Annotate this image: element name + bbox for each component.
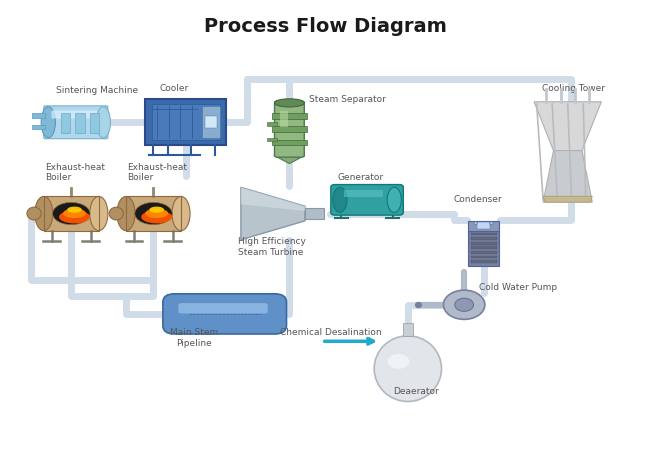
Ellipse shape xyxy=(53,202,90,224)
FancyBboxPatch shape xyxy=(274,101,304,157)
Ellipse shape xyxy=(117,196,135,230)
Ellipse shape xyxy=(96,107,110,138)
Bar xyxy=(280,111,289,127)
Text: Deaerator: Deaerator xyxy=(393,387,439,396)
Polygon shape xyxy=(241,187,305,211)
Circle shape xyxy=(455,298,473,311)
Bar xyxy=(305,208,324,219)
Ellipse shape xyxy=(150,207,164,213)
Text: Process Flow Diagram: Process Flow Diagram xyxy=(203,17,447,36)
Bar xyxy=(126,196,181,230)
Polygon shape xyxy=(543,196,592,202)
Bar xyxy=(477,222,490,229)
Text: Exhaust-heat
Boiler: Exhaust-heat Boiler xyxy=(46,163,105,182)
Bar xyxy=(61,113,70,133)
Bar xyxy=(471,246,497,249)
FancyBboxPatch shape xyxy=(331,185,403,215)
Polygon shape xyxy=(543,151,592,202)
Circle shape xyxy=(474,222,478,224)
Text: Cold Water Pump: Cold Water Pump xyxy=(479,283,557,292)
Bar xyxy=(267,138,277,141)
Bar xyxy=(272,113,307,119)
Ellipse shape xyxy=(141,211,172,224)
Bar xyxy=(32,113,45,118)
Bar xyxy=(468,231,499,266)
Polygon shape xyxy=(241,187,305,240)
Bar xyxy=(471,237,497,240)
Ellipse shape xyxy=(374,336,441,402)
Ellipse shape xyxy=(387,354,410,369)
Ellipse shape xyxy=(41,107,55,138)
Ellipse shape xyxy=(274,99,304,107)
Bar xyxy=(32,124,45,129)
FancyBboxPatch shape xyxy=(163,294,287,334)
Text: Cooler: Cooler xyxy=(160,84,189,93)
Ellipse shape xyxy=(387,187,401,213)
Bar xyxy=(90,113,99,133)
Bar xyxy=(272,140,307,145)
Bar xyxy=(205,117,216,128)
Bar xyxy=(471,251,497,254)
Bar xyxy=(44,196,99,230)
Text: Main Stem
Pipeline: Main Stem Pipeline xyxy=(170,328,218,348)
Circle shape xyxy=(489,222,493,224)
Text: Generator: Generator xyxy=(338,173,384,181)
Text: Exhaust-heat
Boiler: Exhaust-heat Boiler xyxy=(127,163,188,182)
Ellipse shape xyxy=(59,211,90,224)
Bar xyxy=(44,196,99,230)
Text: Steam Separator: Steam Separator xyxy=(309,95,385,104)
Bar xyxy=(267,122,277,126)
Ellipse shape xyxy=(109,207,124,220)
Bar xyxy=(272,126,307,132)
Text: Cooling Tower: Cooling Tower xyxy=(542,84,605,93)
Bar xyxy=(126,196,181,230)
Ellipse shape xyxy=(34,196,53,230)
Ellipse shape xyxy=(146,208,168,218)
FancyBboxPatch shape xyxy=(178,303,268,313)
Bar xyxy=(468,221,499,231)
Bar xyxy=(344,190,383,197)
Bar xyxy=(75,113,84,133)
Polygon shape xyxy=(534,102,601,151)
Bar xyxy=(402,323,413,336)
Bar xyxy=(146,100,226,145)
Ellipse shape xyxy=(333,187,347,213)
Text: Chemical Desalination: Chemical Desalination xyxy=(280,328,382,336)
Ellipse shape xyxy=(63,208,86,218)
Ellipse shape xyxy=(90,196,108,230)
Text: High Efficiency
Steam Turbine: High Efficiency Steam Turbine xyxy=(238,237,306,257)
Bar xyxy=(471,233,497,235)
Ellipse shape xyxy=(67,207,82,213)
Bar xyxy=(471,256,497,258)
Ellipse shape xyxy=(27,207,41,220)
Circle shape xyxy=(443,290,485,319)
FancyBboxPatch shape xyxy=(51,111,98,118)
Text: Condenser: Condenser xyxy=(453,196,502,204)
Bar xyxy=(471,260,497,263)
Text: Sintering Machine: Sintering Machine xyxy=(57,86,138,95)
Ellipse shape xyxy=(172,196,190,230)
Bar xyxy=(152,104,220,140)
Bar xyxy=(471,242,497,245)
Ellipse shape xyxy=(135,202,172,224)
Bar xyxy=(202,106,220,138)
Polygon shape xyxy=(274,155,305,163)
FancyBboxPatch shape xyxy=(44,106,108,139)
